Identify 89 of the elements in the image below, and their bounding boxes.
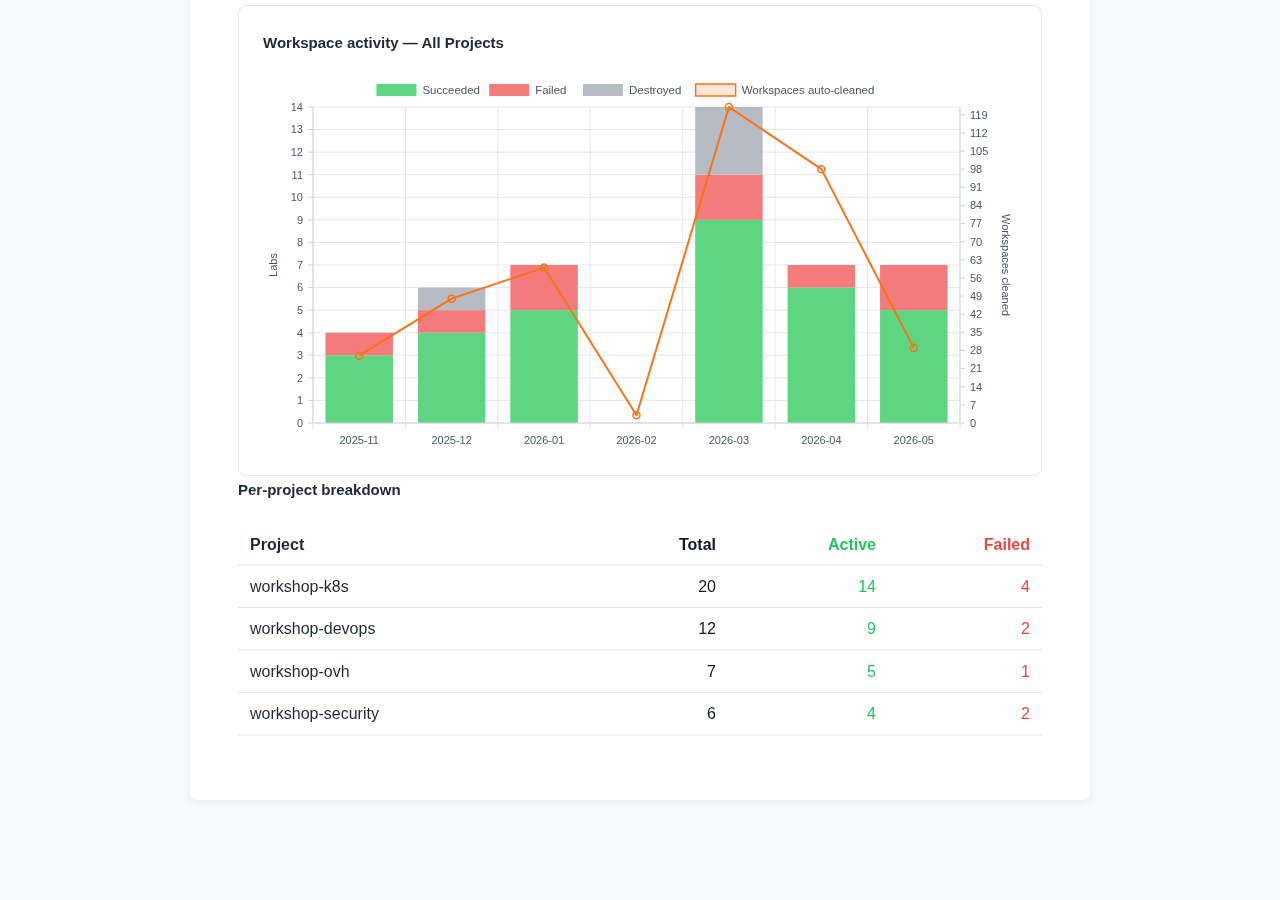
data-label: 4	[1021, 577, 1031, 595]
x-tick-label: 2026-04	[801, 434, 842, 446]
bar	[417, 310, 486, 333]
y-axis-title: Labs	[267, 252, 279, 277]
legend-label: Total	[678, 535, 716, 553]
y-tick-label: 1	[296, 394, 303, 407]
bar	[880, 265, 948, 311]
point	[817, 164, 826, 174]
bar	[510, 265, 578, 311]
y2-tick-label: 84	[970, 199, 983, 212]
y2-tick-label: 63	[970, 253, 983, 266]
y2-axis-title: Workspaces cleaned	[1000, 214, 1012, 316]
y-tick-label: 8	[296, 236, 303, 249]
legend-label: Active	[827, 535, 877, 553]
x-tick-label: 2025-11	[339, 434, 379, 446]
bar	[510, 310, 578, 423]
x-tick-label: 2026-05	[893, 434, 934, 446]
bar	[880, 310, 948, 423]
y2-tick-label: 7	[970, 398, 977, 411]
x-tick-label: 2026-03	[708, 434, 750, 446]
bar	[695, 107, 763, 175]
text: Per-project breakdown	[238, 481, 401, 498]
y-tick-label: 9	[296, 213, 303, 226]
point	[632, 410, 641, 420]
data-label: 2	[1021, 705, 1031, 723]
data-label: 6	[707, 705, 717, 723]
bar	[325, 355, 393, 423]
data-label: 2	[1021, 620, 1031, 638]
category-label: workshop-ovh	[249, 662, 350, 680]
y2-tick-label: 98	[970, 163, 983, 176]
legend-label: Workspaces auto-cleaned	[741, 84, 875, 97]
y2-tick-label: 70	[970, 235, 983, 248]
y-tick-label: 2	[296, 371, 303, 384]
y2-tick-label: 0	[970, 416, 977, 429]
y2-tick-label: 105	[970, 144, 989, 157]
point	[354, 351, 364, 360]
legend-label: Succeeded	[422, 84, 480, 97]
bar	[325, 332, 393, 356]
point	[909, 343, 919, 353]
data-label: 14	[858, 577, 877, 595]
y-tick-label: 12	[290, 145, 303, 158]
y2-tick-label: 77	[970, 217, 983, 230]
bar	[417, 332, 486, 423]
chart-title: Workspace activity — All Projects	[263, 34, 504, 51]
y-tick-label: 3	[296, 349, 303, 362]
bar	[787, 287, 856, 423]
data-label: 20	[698, 577, 717, 595]
x-tick-label: 2026-01	[523, 434, 565, 446]
y-tick-label: 10	[290, 191, 303, 204]
y2-tick-label: 14	[970, 380, 983, 393]
x-tick-label: 2026-02	[616, 434, 657, 446]
category-label: workshop-security	[249, 705, 379, 723]
legend-label: Failed	[535, 84, 567, 97]
y-tick-label: 7	[296, 258, 303, 271]
y-tick-label: 14	[290, 100, 303, 113]
y2-tick-label: 112	[970, 126, 988, 139]
data-label: 12	[698, 620, 717, 638]
y2-tick-label: 119	[970, 108, 988, 121]
bar	[695, 219, 763, 423]
y-tick-label: 5	[296, 303, 303, 316]
y2-tick-label: 35	[970, 326, 983, 339]
data-label: 4	[867, 705, 877, 723]
text: Project	[250, 535, 305, 553]
y2-tick-label: 28	[970, 344, 983, 357]
point	[539, 263, 549, 272]
y2-tick-label: 56	[970, 271, 983, 284]
bar	[787, 265, 856, 288]
category-label: workshop-devops	[249, 620, 376, 638]
y2-tick-label: 42	[970, 308, 983, 321]
legend-label: Destroyed	[628, 84, 682, 97]
legend-label: Failed	[983, 535, 1030, 553]
bar	[695, 174, 763, 220]
data-label: 7	[707, 662, 717, 680]
y2-tick-label: 49	[970, 289, 983, 302]
point	[724, 102, 734, 112]
x-tick-label: 2025-12	[431, 434, 472, 446]
data-label: 5	[867, 662, 877, 680]
y2-tick-label: 21	[970, 362, 983, 375]
y2-tick-label: 91	[970, 181, 983, 194]
y-tick-label: 13	[290, 123, 303, 136]
data-label: 1	[1021, 662, 1031, 680]
y-tick-label: 0	[296, 416, 303, 429]
y-tick-label: 6	[296, 281, 303, 294]
point	[447, 294, 456, 303]
category-label: workshop-k8s	[249, 577, 349, 595]
data-label: 9	[867, 620, 877, 638]
bar	[417, 287, 486, 311]
y-tick-label: 4	[296, 326, 303, 339]
y-tick-label: 11	[291, 168, 303, 181]
